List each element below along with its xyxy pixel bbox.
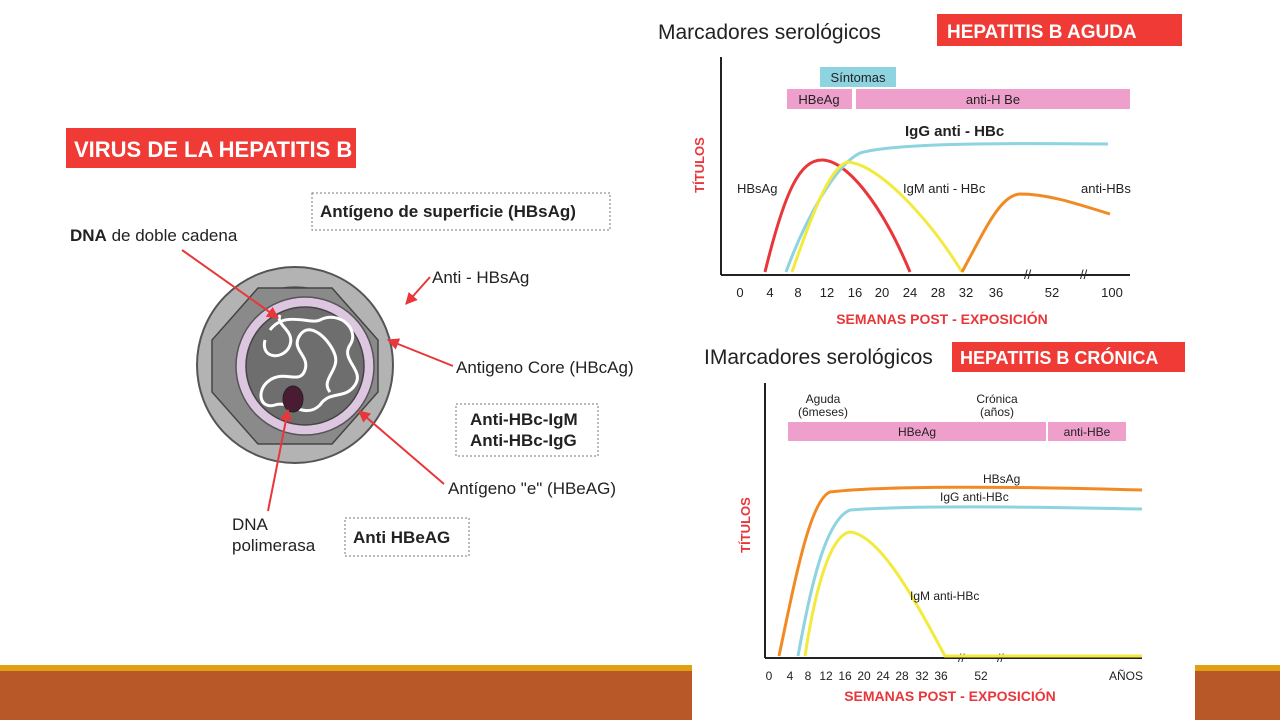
chronic-x-label: SEMANAS POST - EXPOSICIÓN [844,687,1056,704]
chronic-igm-label: IgM anti-HBc [910,589,979,603]
virus-diagram: VIRUS DE LA HEPATITIS B Antígeno de supe… [66,128,634,557]
anti-hbsag-arrow [405,276,431,305]
chronic-tick-4: 4 [787,669,794,683]
acute-tick-28: 28 [931,285,945,300]
dna-polymerase-arrow [267,408,292,512]
chronic-tick-28: 28 [895,669,909,683]
chronic-y-label: TÍTULOS [738,497,753,553]
dna-polymerase-dot [282,385,304,413]
anti-hbsag-label: Anti - HBsAg [432,268,529,287]
chronic-igm-curve [803,530,1142,658]
acute-anti-hbs-label: anti-HBs [1081,181,1131,196]
dna-polymerase-label-2: polimerasa [232,536,316,555]
chronic-tick-36: 36 [934,669,948,683]
acute-symptoms-bar [820,67,896,87]
acute-tick-4: 4 [766,285,773,300]
acute-hbeag-label: HBeAg [798,92,839,107]
anti-hbc-igm-label: Anti-HBc-IgM [470,410,578,429]
dna-strand [259,315,359,413]
acute-igg-label: IgG anti - HBc [905,123,1004,140]
acute-tick-labels: 0 4 8 12 16 20 24 28 32 36 52 100 [736,285,1122,300]
acute-axis-break-2: // [1080,267,1088,282]
chronic-title: IMarcadores serológicos [704,346,933,369]
bottom-accent-bar-right [1195,665,1280,720]
acute-anti-hbe-bar [856,89,1130,109]
acute-igm-curve [790,160,964,273]
acute-hbsag-label: HBsAg [737,181,777,196]
virus-title: VIRUS DE LA HEPATITIS B [74,137,352,162]
acute-symptoms-label: Síntomas [831,70,886,85]
chronic-tick-32: 32 [915,669,929,683]
chronic-hbsag-label: HBsAg [983,472,1020,486]
acute-tick-24: 24 [903,285,917,300]
acute-y-label: TÍTULOS [692,137,707,193]
acute-badge: HEPATITIS B AGUDA [947,22,1137,43]
core-antigen-arrow [386,338,454,367]
chronic-badge: HEPATITIS B CRÓNICA [960,347,1158,368]
chronic-chronic-phase-1: Crónica [976,392,1018,406]
anti-hbc-box [455,403,599,457]
chronic-chronic-phase-2: (años) [980,405,1014,419]
acute-badge-bg [937,14,1182,46]
acute-tick-52: 52 [1045,285,1059,300]
dna-strand-2 [262,314,293,358]
chronic-anti-hbe-label: anti-HBe [1064,425,1111,439]
chronic-tick-52: 52 [974,669,988,683]
acute-tick-8: 8 [794,285,801,300]
acute-x-label: SEMANAS POST - EXPOSICIÓN [836,310,1048,327]
chronic-hbeag-bar [788,422,1046,441]
acute-panel: Marcadores serológicos HEPATITIS B AGUDA… [658,14,1182,327]
chronic-tick-24: 24 [876,669,890,683]
acute-tick-20: 20 [875,285,889,300]
e-antigen-arrow [358,410,445,485]
chronic-panel: IMarcadores serológicos HEPATITIS B CRÓN… [704,342,1185,704]
chronic-axis-break-2: // [997,651,1004,665]
chronic-igg-label: IgG anti-HBc [940,490,1009,504]
acute-tick-16: 16 [848,285,862,300]
chronic-hbeag-label: HBeAg [898,425,936,439]
acute-igm-label: IgM anti - HBc [903,181,986,196]
acute-anti-hbe-label: anti-H Be [966,92,1020,107]
chronic-tick-0: 0 [766,669,773,683]
chronic-axis-break-1: // [958,651,965,665]
acute-tick-0: 0 [736,285,743,300]
chronic-acute-phase-1: Aguda [806,392,841,406]
surface-antigen-label: Antígeno de superficie (HBsAg) [320,202,576,221]
acute-anti-hbs-curve [960,192,1111,273]
acute-title: Marcadores serológicos [658,21,881,44]
anti-hbc-igg-label: Anti-HBc-IgG [470,431,577,450]
core-antigen-label: Antigeno Core (HBcAg) [456,358,634,377]
acute-tick-100: 100 [1101,285,1123,300]
anti-hbeag-label: Anti HBeAG [353,528,450,547]
chronic-tick-16: 16 [838,669,852,683]
chronic-x-end-label: AÑOS [1109,669,1143,683]
acute-axis-break-1: // [1024,267,1032,282]
acute-tick-12: 12 [820,285,834,300]
acute-tick-32: 32 [959,285,973,300]
dna-label: DNA de doble cadena [70,226,238,245]
acute-hbeag-bar [787,89,852,109]
anti-hbeag-box [344,517,470,557]
surface-antigen-box [311,192,611,231]
acute-hbsag-curve [763,158,912,273]
chronic-badge-bg [952,342,1185,372]
virus-title-banner [66,128,356,168]
dna-polymerase-label-1: DNA [232,515,269,534]
chronic-hbsag-curve [777,485,1143,657]
chronic-igg-curve [796,505,1143,657]
dna-arrow [181,249,279,319]
chronic-anti-hbe-bar [1048,422,1126,441]
chronic-tick-labels: 0 4 8 12 16 20 24 28 32 36 52 [766,669,988,683]
e-antigen-label: Antígeno "e" (HBeAG) [448,479,616,498]
acute-tick-36: 36 [989,285,1003,300]
acute-igg-curve [784,142,1109,273]
bottom-accent-bar-left [0,665,692,720]
chronic-tick-20: 20 [857,669,871,683]
chronic-tick-8: 8 [805,669,812,683]
chronic-acute-phase-2: (6meses) [798,405,848,419]
chronic-tick-12: 12 [819,669,833,683]
